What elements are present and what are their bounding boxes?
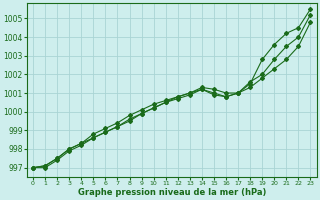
X-axis label: Graphe pression niveau de la mer (hPa): Graphe pression niveau de la mer (hPa) [77, 188, 266, 197]
